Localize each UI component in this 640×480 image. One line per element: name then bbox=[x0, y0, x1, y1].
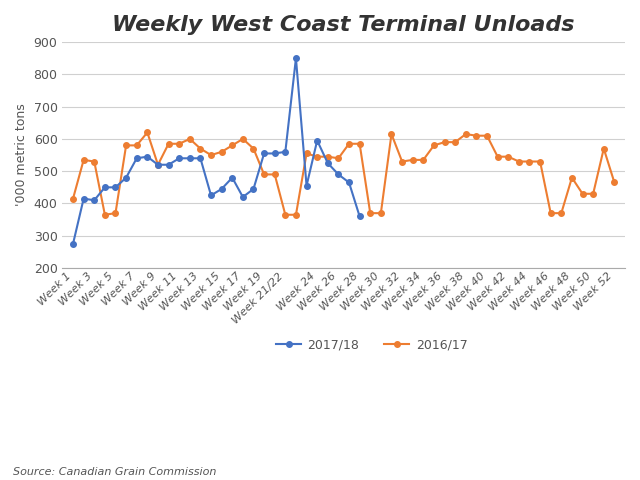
2017/18 bbox=[282, 149, 289, 155]
2017/18 bbox=[101, 184, 109, 190]
2017/18 bbox=[196, 156, 204, 161]
2017/18 bbox=[303, 183, 310, 189]
Legend: 2017/18, 2016/17: 2017/18, 2016/17 bbox=[271, 334, 472, 357]
2017/18 bbox=[164, 162, 172, 168]
2016/17 bbox=[611, 180, 618, 185]
2016/17 bbox=[282, 212, 289, 217]
2017/18 bbox=[250, 186, 257, 192]
2017/18 bbox=[186, 156, 194, 161]
2017/18 bbox=[239, 194, 246, 200]
2016/17 bbox=[441, 139, 449, 145]
Text: Source: Canadian Grain Commission: Source: Canadian Grain Commission bbox=[13, 467, 216, 477]
2017/18 bbox=[292, 55, 300, 61]
2017/18 bbox=[80, 196, 88, 202]
2016/17 bbox=[122, 143, 130, 148]
2017/18 bbox=[69, 241, 77, 247]
Line: 2016/17: 2016/17 bbox=[70, 130, 617, 217]
2017/18 bbox=[90, 197, 98, 203]
2016/17 bbox=[101, 212, 109, 217]
2017/18 bbox=[154, 162, 162, 168]
2017/18 bbox=[260, 151, 268, 156]
Title: Weekly West Coast Terminal Unloads: Weekly West Coast Terminal Unloads bbox=[113, 15, 575, 35]
2017/18 bbox=[228, 175, 236, 180]
2017/18 bbox=[133, 156, 141, 161]
2017/18 bbox=[271, 151, 278, 156]
2017/18 bbox=[314, 138, 321, 144]
2017/18 bbox=[143, 154, 151, 159]
2017/18 bbox=[175, 156, 183, 161]
Y-axis label: '000 metric tons: '000 metric tons bbox=[15, 104, 28, 206]
2016/17 bbox=[345, 141, 353, 147]
2017/18 bbox=[335, 171, 342, 177]
2017/18 bbox=[111, 184, 119, 190]
2016/17 bbox=[143, 130, 151, 135]
2016/17 bbox=[377, 210, 385, 216]
Line: 2017/18: 2017/18 bbox=[70, 56, 362, 247]
2017/18 bbox=[122, 175, 130, 180]
2016/17 bbox=[419, 157, 427, 163]
2017/18 bbox=[356, 214, 364, 219]
2017/18 bbox=[218, 186, 225, 192]
2017/18 bbox=[324, 160, 332, 166]
2016/17 bbox=[69, 196, 77, 202]
2017/18 bbox=[207, 192, 215, 198]
2017/18 bbox=[345, 180, 353, 185]
